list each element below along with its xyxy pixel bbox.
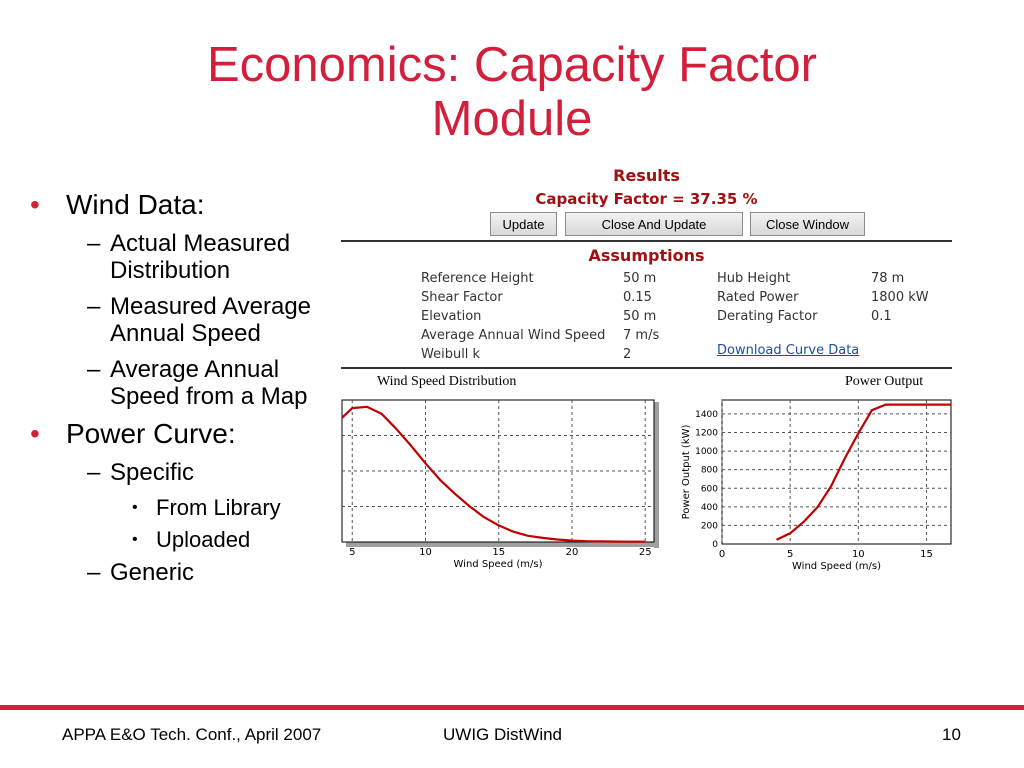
plot-shadow xyxy=(346,542,659,547)
plot-area xyxy=(721,399,952,545)
x-axis-label: Wind Speed (m/s) xyxy=(792,561,881,572)
assumptions-heading: Assumptions xyxy=(588,246,705,265)
x-tick-label: 25 xyxy=(639,547,652,558)
derating-factor-label: Derating Factor xyxy=(717,309,818,324)
dash-icon: – xyxy=(87,356,101,383)
x-tick-label: 10 xyxy=(419,547,432,558)
reference-height-label: Reference Height xyxy=(421,271,534,286)
sub-sub-bullet-text: Uploaded xyxy=(156,527,251,552)
slide-title: Economics: Capacity Factor Module xyxy=(60,38,964,146)
hub-height-label: Hub Height xyxy=(717,271,791,286)
x-tick-label: 15 xyxy=(920,549,933,560)
update-button[interactable]: Update xyxy=(490,212,557,236)
wind-chart-title: Wind Speed Distribution xyxy=(377,374,517,389)
power-chart-title: Power Output xyxy=(845,374,924,389)
weibull-k-label: Weibull k xyxy=(421,347,481,362)
close-and-update-button[interactable]: Close And Update xyxy=(565,212,743,236)
sub-bullet: – Actual Measured Distribution xyxy=(30,230,340,284)
avg-wind-speed-value: 7 m/s xyxy=(623,328,660,343)
sub-bullet: – Generic xyxy=(30,559,340,586)
elevation-label: Elevation xyxy=(421,309,482,324)
x-tick-label: 10 xyxy=(852,549,865,560)
y-tick-label: 200 xyxy=(701,521,718,531)
y-tick-label: 1200 xyxy=(695,429,718,439)
slide-title-line1: Economics: Capacity Factor xyxy=(207,38,817,92)
rated-power-value: 1800 kW xyxy=(871,290,929,305)
shear-factor-label: Shear Factor xyxy=(421,290,503,305)
rated-power-label: Rated Power xyxy=(717,290,799,305)
dash-icon: – xyxy=(87,559,101,586)
derating-factor-value: 0.1 xyxy=(871,309,892,324)
bullet-text: Power Curve: xyxy=(66,418,236,449)
slide-number: 10 xyxy=(942,725,961,744)
series-line xyxy=(341,405,646,543)
x-tick-label: 20 xyxy=(566,547,579,558)
y-tick-label: 600 xyxy=(701,484,718,494)
sub-bullet-text: Generic xyxy=(110,559,195,586)
wind-speed-distribution-chart: 5 10 15 20 25 Wind Speed (m/s) xyxy=(341,399,659,570)
x-tick-label: 0 xyxy=(719,549,725,560)
y-tick-label: 0 xyxy=(712,540,718,550)
slide-title-line2: Module xyxy=(431,92,593,146)
sub-sub-bullet-text: From Library xyxy=(156,495,281,520)
bullet-text: Wind Data: xyxy=(66,189,205,220)
avg-wind-speed-label: Average Annual Wind Speed xyxy=(421,328,606,343)
dash-icon: – xyxy=(87,293,101,320)
sub-bullet-text: Measured Average Annual Speed xyxy=(110,293,312,347)
sub-bullet: – Specific xyxy=(30,459,340,486)
y-tick-label: 1400 xyxy=(695,410,718,420)
plot-shadow xyxy=(654,402,659,548)
download-curve-data-link[interactable]: Download Curve Data xyxy=(717,343,860,358)
sub-bullet-text: Specific xyxy=(110,459,195,486)
dash-icon: – xyxy=(87,230,101,257)
sub-bullet-text: Actual Measured Distribution xyxy=(110,230,291,284)
power-output-chart: 0 5 10 15 0 200 400 600 800 1000 1200 1400 Wind Spee… xyxy=(681,399,952,572)
y-tick-label: 1000 xyxy=(695,447,718,457)
close-window-button[interactable]: Close Window xyxy=(750,212,865,236)
y-axis-label: Power Output (kW) xyxy=(681,424,692,519)
footer-divider xyxy=(0,705,1024,710)
hub-height-value: 78 m xyxy=(871,271,905,286)
reference-height-value: 50 m xyxy=(623,271,657,286)
x-tick-label: 5 xyxy=(787,549,793,560)
dash-icon: – xyxy=(87,459,101,486)
elevation-value: 50 m xyxy=(623,309,657,324)
bullet-dot-icon: • xyxy=(132,499,138,516)
bullet-dot-icon: • xyxy=(30,189,40,220)
y-tick-label: 800 xyxy=(701,466,718,476)
shear-factor-value: 0.15 xyxy=(623,290,652,305)
weibull-k-value: 2 xyxy=(623,347,632,362)
series-line xyxy=(776,403,951,541)
y-tick-label: 400 xyxy=(701,503,718,513)
bullet-power-curve: • Power Curve: xyxy=(30,419,340,449)
x-tick-label: 15 xyxy=(492,547,505,558)
footer-conference: APPA E&O Tech. Conf., April 2007 xyxy=(62,725,322,744)
divider xyxy=(341,240,952,242)
bullet-wind-data: • Wind Data: xyxy=(30,190,340,220)
bullet-list: • Wind Data: – Actual Measured Distribut… xyxy=(30,190,340,595)
bullet-dot-icon: • xyxy=(30,418,40,449)
divider xyxy=(341,367,952,369)
footer-center: UWIG DistWind xyxy=(443,725,562,744)
sub-sub-bullet: • Uploaded xyxy=(30,527,340,552)
sub-bullet: – Measured Average Annual Speed xyxy=(30,293,340,347)
bullet-dot-icon: • xyxy=(132,531,138,548)
capacity-factor-panel: Results Capacity Factor = 37.35 % Update… xyxy=(341,160,952,650)
sub-bullet: – Average Annual Speed from a Map xyxy=(30,356,340,410)
sub-bullet-text: Average Annual Speed from a Map xyxy=(110,356,308,410)
results-heading: Results xyxy=(613,166,680,185)
x-axis-label: Wind Speed (m/s) xyxy=(454,559,543,570)
x-tick-label: 5 xyxy=(349,547,355,558)
capacity-factor-value: Capacity Factor = 37.35 % xyxy=(535,190,758,208)
sub-sub-bullet: • From Library xyxy=(30,495,340,520)
